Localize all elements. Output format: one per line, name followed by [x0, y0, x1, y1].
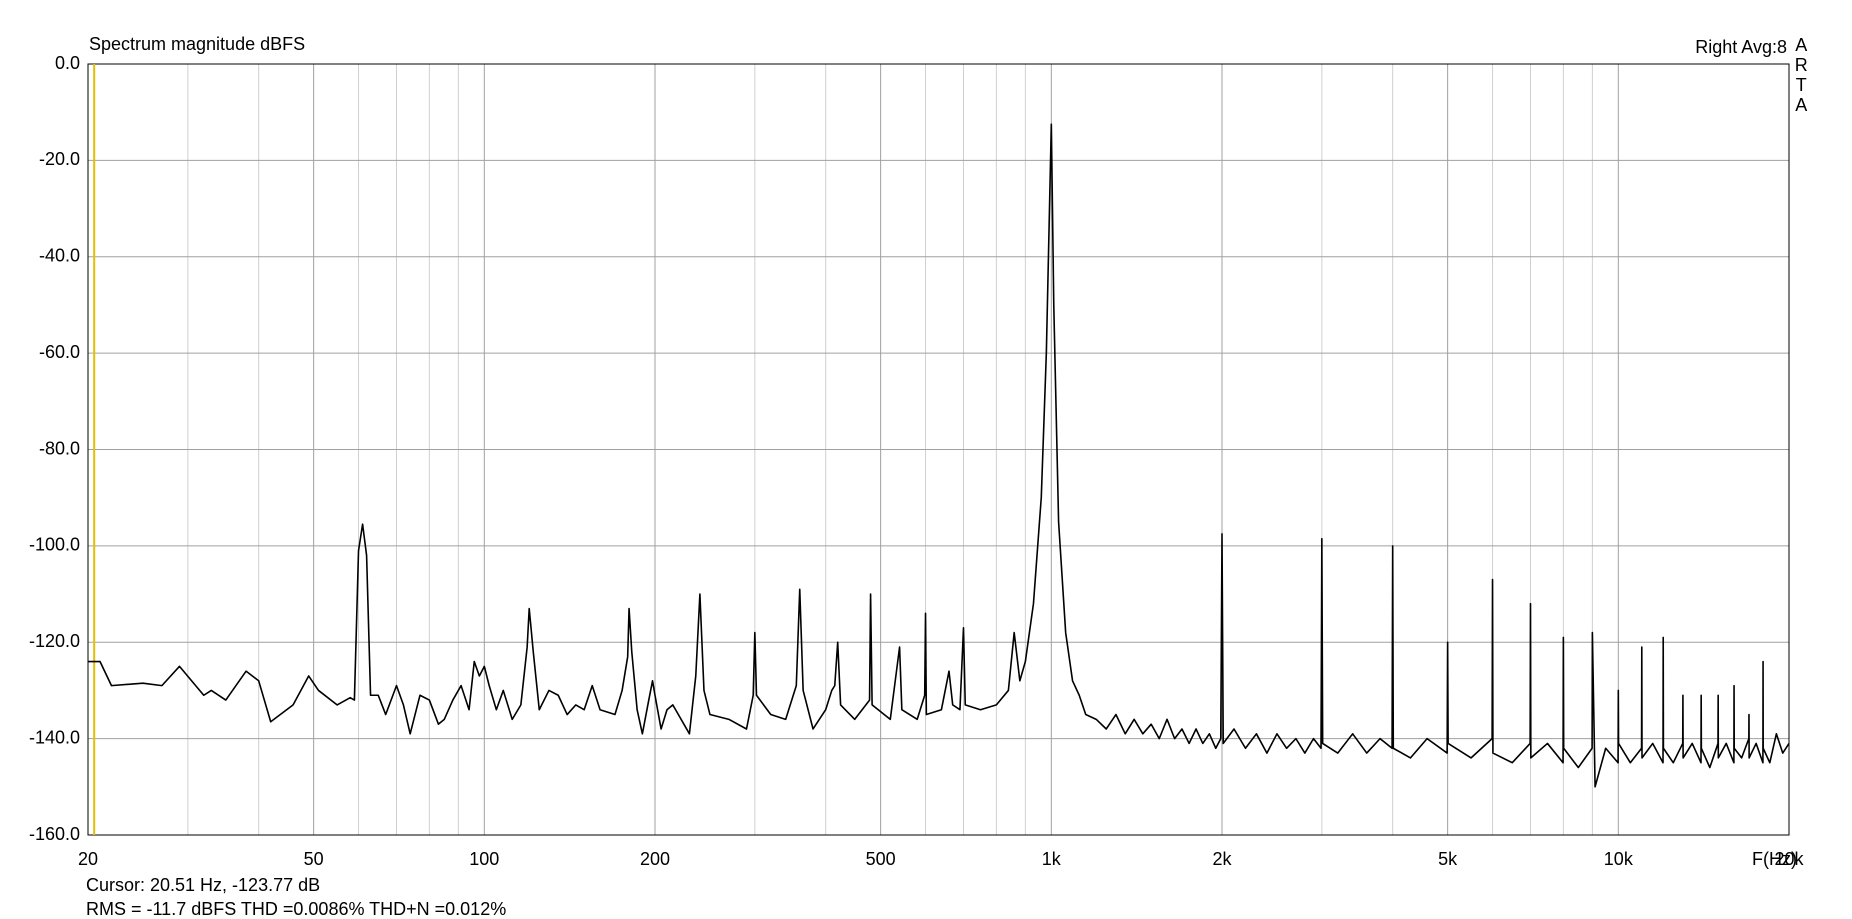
cursor-readout: Cursor: 20.51 Hz, -123.77 dB: [86, 875, 320, 895]
x-axis-label: F(Hz): [1752, 849, 1797, 869]
side-label: ARTA: [1791, 35, 1811, 115]
chart-title: Spectrum magnitude dBFS: [89, 34, 305, 54]
y-tick-label: -140.0: [29, 727, 80, 747]
x-tick-label: 100: [469, 849, 499, 869]
x-tick-label: 5k: [1438, 849, 1458, 869]
x-tick-label: 20: [78, 849, 98, 869]
y-tick-label: -80.0: [39, 438, 80, 458]
y-tick-label: -20.0: [39, 149, 80, 169]
x-tick-label: 500: [866, 849, 896, 869]
plot-frame: [87, 63, 1790, 836]
header-right: Right Avg:8: [1695, 37, 1787, 57]
y-tick-label: -120.0: [29, 631, 80, 651]
x-tick-label: 50: [304, 849, 324, 869]
spectrum-line: [88, 123, 1790, 788]
y-tick-label: -60.0: [39, 342, 80, 362]
y-tick-label: -100.0: [29, 535, 80, 555]
y-tick-label: -40.0: [39, 246, 80, 266]
x-tick-label: 1k: [1042, 849, 1062, 869]
x-tick-label: 200: [640, 849, 670, 869]
x-tick-label: 20k: [1774, 849, 1804, 869]
y-tick-label: -160.0: [29, 824, 80, 844]
x-tick-label: 2k: [1212, 849, 1232, 869]
footer-stats: RMS = -11.7 dBFS THD =0.0086% THD+N =0.0…: [86, 899, 506, 919]
x-tick-label: 10k: [1604, 849, 1634, 869]
y-tick-label: 0.0: [55, 53, 80, 73]
